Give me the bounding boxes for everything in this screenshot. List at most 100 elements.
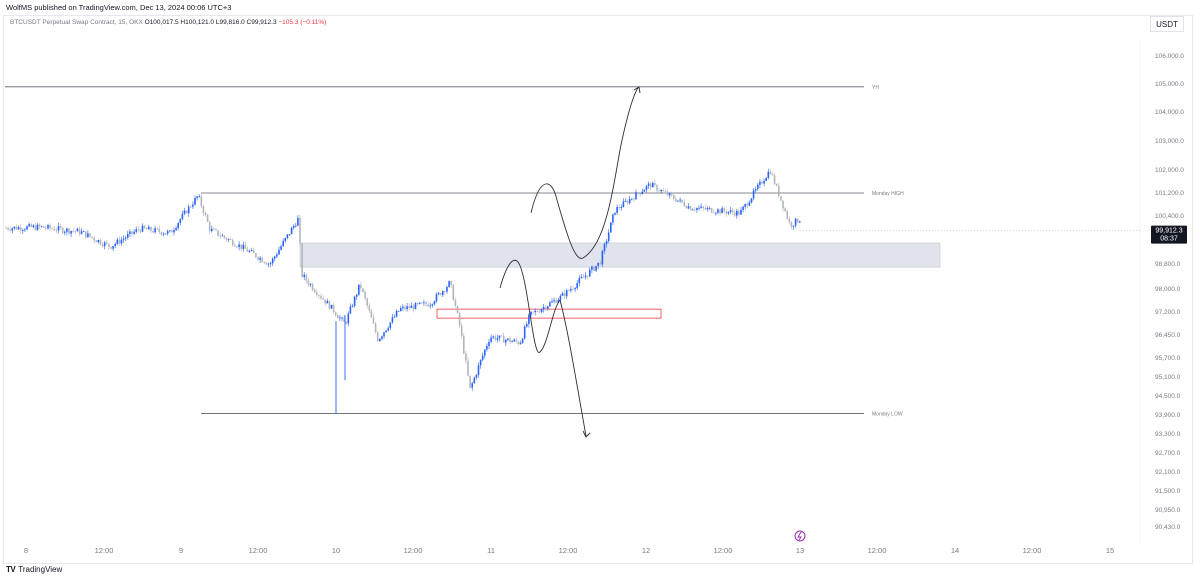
candle-body xyxy=(374,323,377,333)
candle-body xyxy=(595,265,597,271)
candle-body xyxy=(597,262,599,266)
candle-body xyxy=(282,240,284,247)
candle-body xyxy=(64,231,66,233)
candle-body xyxy=(645,185,648,190)
candle-body xyxy=(143,225,146,229)
candle-body xyxy=(404,306,406,310)
candle-body xyxy=(788,218,791,223)
candle-body xyxy=(288,234,291,235)
candle-body xyxy=(303,274,305,277)
candle-body xyxy=(362,288,364,292)
candle-body xyxy=(731,210,734,213)
candle-body xyxy=(677,200,679,202)
candle-body xyxy=(215,229,217,231)
candle-body xyxy=(89,233,91,237)
last-price-tag[interactable] xyxy=(1151,225,1187,244)
x-tick-label: 12:00 xyxy=(1023,546,1042,555)
y-tick-label: 105,000.0 xyxy=(1155,81,1184,88)
candle-body xyxy=(106,242,108,244)
candle-body xyxy=(116,239,119,244)
candle-body xyxy=(794,218,797,226)
candle-body xyxy=(372,317,375,324)
candle-body xyxy=(513,339,515,342)
candle-body xyxy=(391,317,394,323)
gray-zone[interactable] xyxy=(299,242,941,268)
candle-body xyxy=(255,253,257,258)
candle-body xyxy=(702,206,704,208)
candle-body xyxy=(129,231,131,235)
candle-body xyxy=(148,226,150,230)
candle-body xyxy=(253,250,255,254)
candle-body xyxy=(368,305,371,311)
candle-body xyxy=(322,298,324,300)
candle-body xyxy=(204,213,207,216)
brand-name: TradingView xyxy=(18,565,63,574)
candle-body xyxy=(771,174,774,176)
candle-body xyxy=(74,231,77,232)
candle-body xyxy=(799,221,801,223)
candle-body xyxy=(292,225,295,228)
candle-body xyxy=(622,201,625,208)
candle-body xyxy=(221,235,224,237)
x-tick-label: 15 xyxy=(1106,546,1114,555)
candle-body xyxy=(425,302,427,305)
footer-brand: TV TradingView xyxy=(6,565,62,574)
x-tick-label: 14 xyxy=(951,546,959,555)
y-tick-label: 95,100.0 xyxy=(1155,374,1181,381)
candle-body xyxy=(393,316,396,318)
candle-body xyxy=(145,228,148,230)
red-zone-box[interactable] xyxy=(436,308,662,319)
candle-body xyxy=(679,199,681,201)
candle-body xyxy=(421,302,423,304)
candle-body xyxy=(429,305,431,307)
candle-body xyxy=(547,306,549,309)
candle-body xyxy=(540,309,543,312)
symbol-name[interactable]: BTCUSDT Perpetual Swap Contract, 15, OKX xyxy=(10,19,143,26)
candle-body xyxy=(97,239,100,243)
candle-body xyxy=(34,225,37,230)
currency-unit-button[interactable]: USDT xyxy=(1150,16,1184,32)
candle-body xyxy=(397,310,400,312)
candle-body xyxy=(82,231,85,233)
y-tick-label: 94,500.0 xyxy=(1155,393,1181,400)
candle-body xyxy=(729,210,732,212)
candle-body xyxy=(355,294,358,297)
candle-body xyxy=(406,306,408,310)
candle-body xyxy=(412,305,415,310)
candle-body xyxy=(423,302,425,304)
candle-body xyxy=(341,317,343,319)
projection-path-down[interactable] xyxy=(499,259,587,437)
candle-body xyxy=(364,291,366,299)
candle-body xyxy=(757,184,759,189)
candle-body xyxy=(244,244,247,249)
projection-path-up[interactable] xyxy=(530,87,639,259)
candle-body xyxy=(526,324,528,327)
candle-body xyxy=(639,193,641,195)
candle-body xyxy=(769,171,772,175)
lightning-event-icon[interactable] xyxy=(794,530,806,542)
candle-body xyxy=(208,221,211,232)
candle-body xyxy=(72,230,74,232)
candle-body xyxy=(337,315,339,319)
candle-body xyxy=(261,257,263,263)
candle-body xyxy=(691,209,694,211)
candle-body xyxy=(381,336,383,339)
candle-body xyxy=(727,211,730,214)
candle-body xyxy=(717,209,719,213)
candle-body xyxy=(408,306,410,309)
candle-body xyxy=(683,202,686,207)
candle-body xyxy=(179,219,182,223)
candle-body xyxy=(792,225,795,227)
x-tick-label: 9 xyxy=(179,546,183,555)
candle-body xyxy=(93,237,95,241)
candle-body xyxy=(442,291,444,295)
candle-body xyxy=(759,181,761,185)
y-tick-label: 90,430.0 xyxy=(1155,524,1181,531)
candle-body xyxy=(463,335,465,354)
candle-body xyxy=(135,229,137,232)
candle-body xyxy=(185,210,188,214)
candle-body xyxy=(87,233,89,238)
candle-body xyxy=(284,237,287,241)
candle-body xyxy=(666,191,669,196)
